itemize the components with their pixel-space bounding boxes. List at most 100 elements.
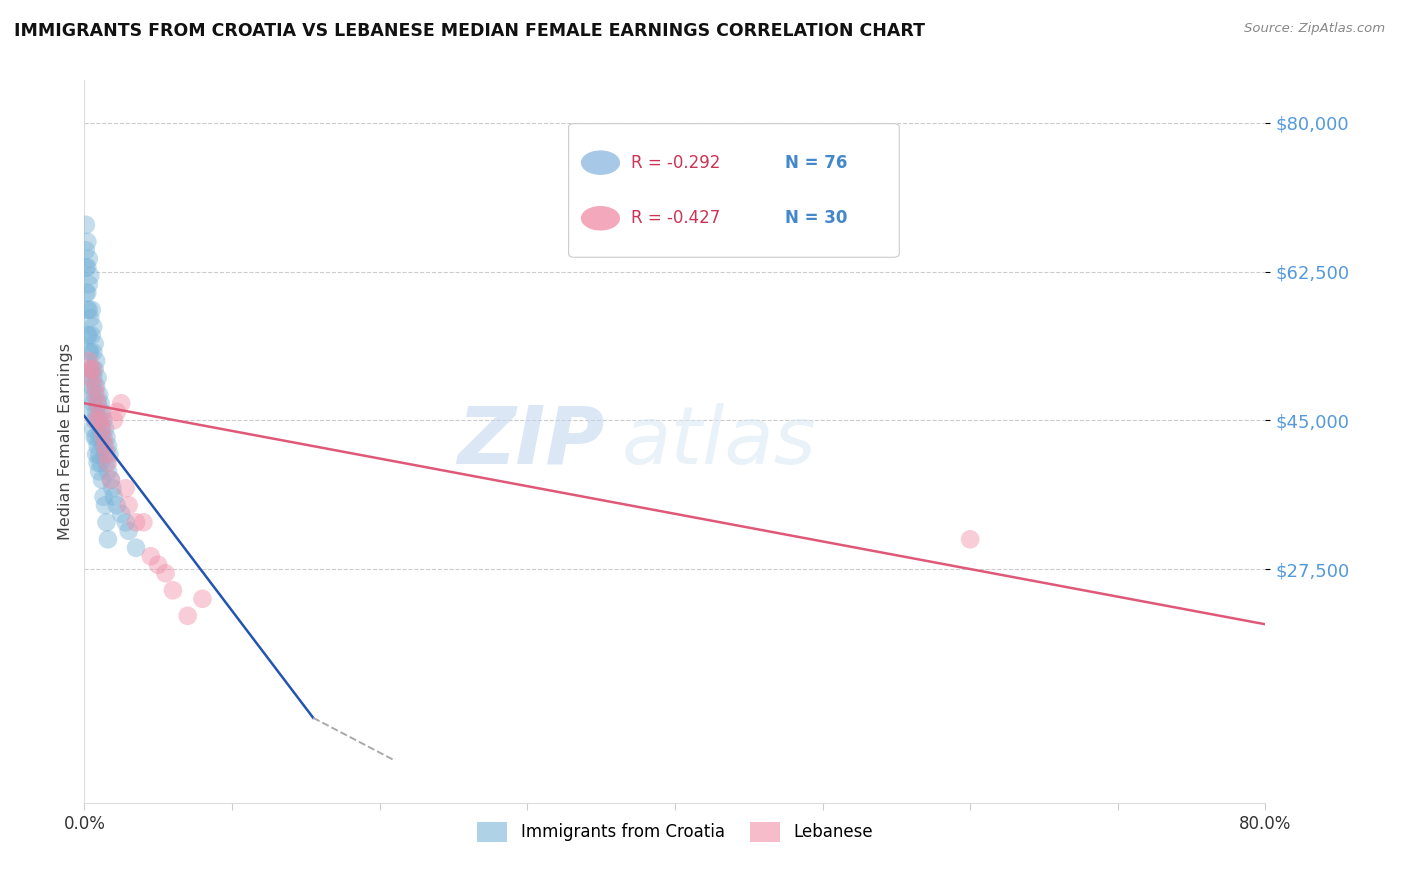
Point bbox=[84, 379, 107, 393]
Point bbox=[91, 430, 114, 444]
Y-axis label: Median Female Earnings: Median Female Earnings bbox=[58, 343, 73, 540]
Point bbox=[101, 481, 124, 495]
Point bbox=[82, 345, 104, 359]
Circle shape bbox=[582, 151, 620, 174]
Point bbox=[80, 362, 103, 376]
Point bbox=[77, 371, 100, 385]
Point bbox=[84, 413, 107, 427]
Point bbox=[114, 481, 136, 495]
Point bbox=[79, 268, 101, 283]
Point bbox=[83, 336, 105, 351]
Point bbox=[76, 235, 98, 249]
Point bbox=[86, 371, 108, 385]
Point bbox=[79, 311, 101, 326]
Point bbox=[118, 524, 141, 538]
Point bbox=[79, 388, 101, 402]
Point bbox=[90, 422, 112, 436]
Point bbox=[132, 516, 155, 530]
Point bbox=[96, 430, 118, 444]
Point bbox=[77, 353, 100, 368]
Point bbox=[80, 371, 103, 385]
Point bbox=[114, 516, 136, 530]
Text: N = 76: N = 76 bbox=[785, 153, 846, 171]
Point bbox=[83, 413, 105, 427]
Point bbox=[93, 413, 115, 427]
Point bbox=[110, 507, 132, 521]
Point bbox=[96, 456, 118, 470]
Point bbox=[103, 413, 125, 427]
Point bbox=[76, 328, 98, 343]
Text: ZIP: ZIP bbox=[457, 402, 605, 481]
Legend: Immigrants from Croatia, Lebanese: Immigrants from Croatia, Lebanese bbox=[471, 815, 879, 848]
Text: R = -0.292: R = -0.292 bbox=[631, 153, 720, 171]
Point bbox=[96, 516, 118, 530]
Point bbox=[84, 353, 107, 368]
Point bbox=[96, 447, 118, 461]
Text: N = 30: N = 30 bbox=[785, 210, 846, 227]
Point bbox=[75, 285, 97, 300]
Point bbox=[80, 328, 103, 343]
Text: IMMIGRANTS FROM CROATIA VS LEBANESE MEDIAN FEMALE EARNINGS CORRELATION CHART: IMMIGRANTS FROM CROATIA VS LEBANESE MEDI… bbox=[14, 22, 925, 40]
Point bbox=[118, 498, 141, 512]
Point bbox=[87, 388, 111, 402]
Point bbox=[84, 447, 107, 461]
Point bbox=[125, 541, 148, 555]
Point bbox=[94, 439, 117, 453]
Point bbox=[86, 396, 108, 410]
Point bbox=[83, 379, 105, 393]
Point bbox=[100, 473, 122, 487]
Point bbox=[76, 285, 98, 300]
Point bbox=[86, 439, 108, 453]
Point bbox=[139, 549, 162, 564]
Point bbox=[91, 405, 114, 419]
Point bbox=[75, 244, 97, 258]
Point bbox=[75, 260, 97, 275]
Point bbox=[97, 533, 120, 547]
Point bbox=[191, 591, 214, 606]
Point bbox=[83, 430, 105, 444]
Point bbox=[82, 371, 104, 385]
Point bbox=[86, 396, 108, 410]
Point bbox=[87, 430, 111, 444]
Point bbox=[80, 302, 103, 317]
Point bbox=[80, 405, 103, 419]
Point bbox=[75, 218, 97, 232]
Point bbox=[105, 498, 128, 512]
Point bbox=[91, 473, 114, 487]
Point bbox=[76, 302, 98, 317]
Point bbox=[93, 430, 115, 444]
Point bbox=[87, 464, 111, 478]
Point bbox=[100, 473, 122, 487]
Point bbox=[97, 439, 120, 453]
Point bbox=[177, 608, 200, 623]
Point bbox=[98, 447, 121, 461]
Point bbox=[77, 277, 100, 292]
Point bbox=[82, 396, 104, 410]
Point bbox=[80, 379, 103, 393]
Point bbox=[93, 490, 115, 504]
Text: R = -0.427: R = -0.427 bbox=[631, 210, 720, 227]
Text: Source: ZipAtlas.com: Source: ZipAtlas.com bbox=[1244, 22, 1385, 36]
Point bbox=[86, 456, 108, 470]
Point bbox=[83, 388, 105, 402]
Point bbox=[87, 447, 111, 461]
Point bbox=[959, 533, 981, 547]
Point bbox=[93, 439, 115, 453]
Point bbox=[82, 422, 104, 436]
Point bbox=[77, 252, 100, 266]
FancyBboxPatch shape bbox=[568, 124, 900, 257]
Point bbox=[84, 388, 107, 402]
Point bbox=[79, 345, 101, 359]
Circle shape bbox=[582, 207, 620, 230]
Point bbox=[94, 422, 117, 436]
Point bbox=[105, 405, 128, 419]
Point bbox=[76, 260, 98, 275]
Point bbox=[94, 498, 117, 512]
Point bbox=[77, 302, 100, 317]
Point bbox=[97, 456, 120, 470]
Point bbox=[90, 456, 112, 470]
Point bbox=[77, 345, 100, 359]
Point bbox=[87, 413, 111, 427]
Point bbox=[162, 583, 184, 598]
Point bbox=[79, 362, 101, 376]
